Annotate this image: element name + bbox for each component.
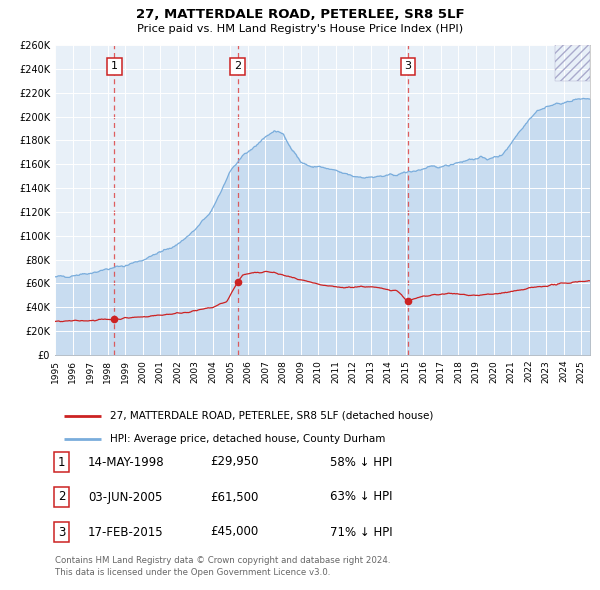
Text: 63% ↓ HPI: 63% ↓ HPI [330, 490, 392, 503]
Text: 14-MAY-1998: 14-MAY-1998 [88, 455, 164, 468]
Text: 2: 2 [234, 61, 241, 71]
Text: 1: 1 [58, 455, 65, 468]
Text: 3: 3 [404, 61, 412, 71]
Text: 27, MATTERDALE ROAD, PETERLEE, SR8 5LF (detached house): 27, MATTERDALE ROAD, PETERLEE, SR8 5LF (… [110, 411, 433, 421]
Text: £29,950: £29,950 [210, 455, 259, 468]
Text: 3: 3 [58, 526, 65, 539]
Text: 27, MATTERDALE ROAD, PETERLEE, SR8 5LF: 27, MATTERDALE ROAD, PETERLEE, SR8 5LF [136, 8, 464, 21]
Text: 1: 1 [110, 61, 118, 71]
Text: Contains HM Land Registry data © Crown copyright and database right 2024.: Contains HM Land Registry data © Crown c… [55, 556, 391, 565]
Text: £61,500: £61,500 [210, 490, 259, 503]
Text: Price paid vs. HM Land Registry's House Price Index (HPI): Price paid vs. HM Land Registry's House … [137, 24, 463, 34]
Text: 2: 2 [58, 490, 65, 503]
Text: 58% ↓ HPI: 58% ↓ HPI [330, 455, 392, 468]
Text: 03-JUN-2005: 03-JUN-2005 [88, 490, 163, 503]
Text: HPI: Average price, detached house, County Durham: HPI: Average price, detached house, Coun… [110, 434, 385, 444]
Text: This data is licensed under the Open Government Licence v3.0.: This data is licensed under the Open Gov… [55, 568, 331, 577]
Text: 71% ↓ HPI: 71% ↓ HPI [330, 526, 392, 539]
Text: £45,000: £45,000 [210, 526, 258, 539]
Text: 17-FEB-2015: 17-FEB-2015 [88, 526, 164, 539]
